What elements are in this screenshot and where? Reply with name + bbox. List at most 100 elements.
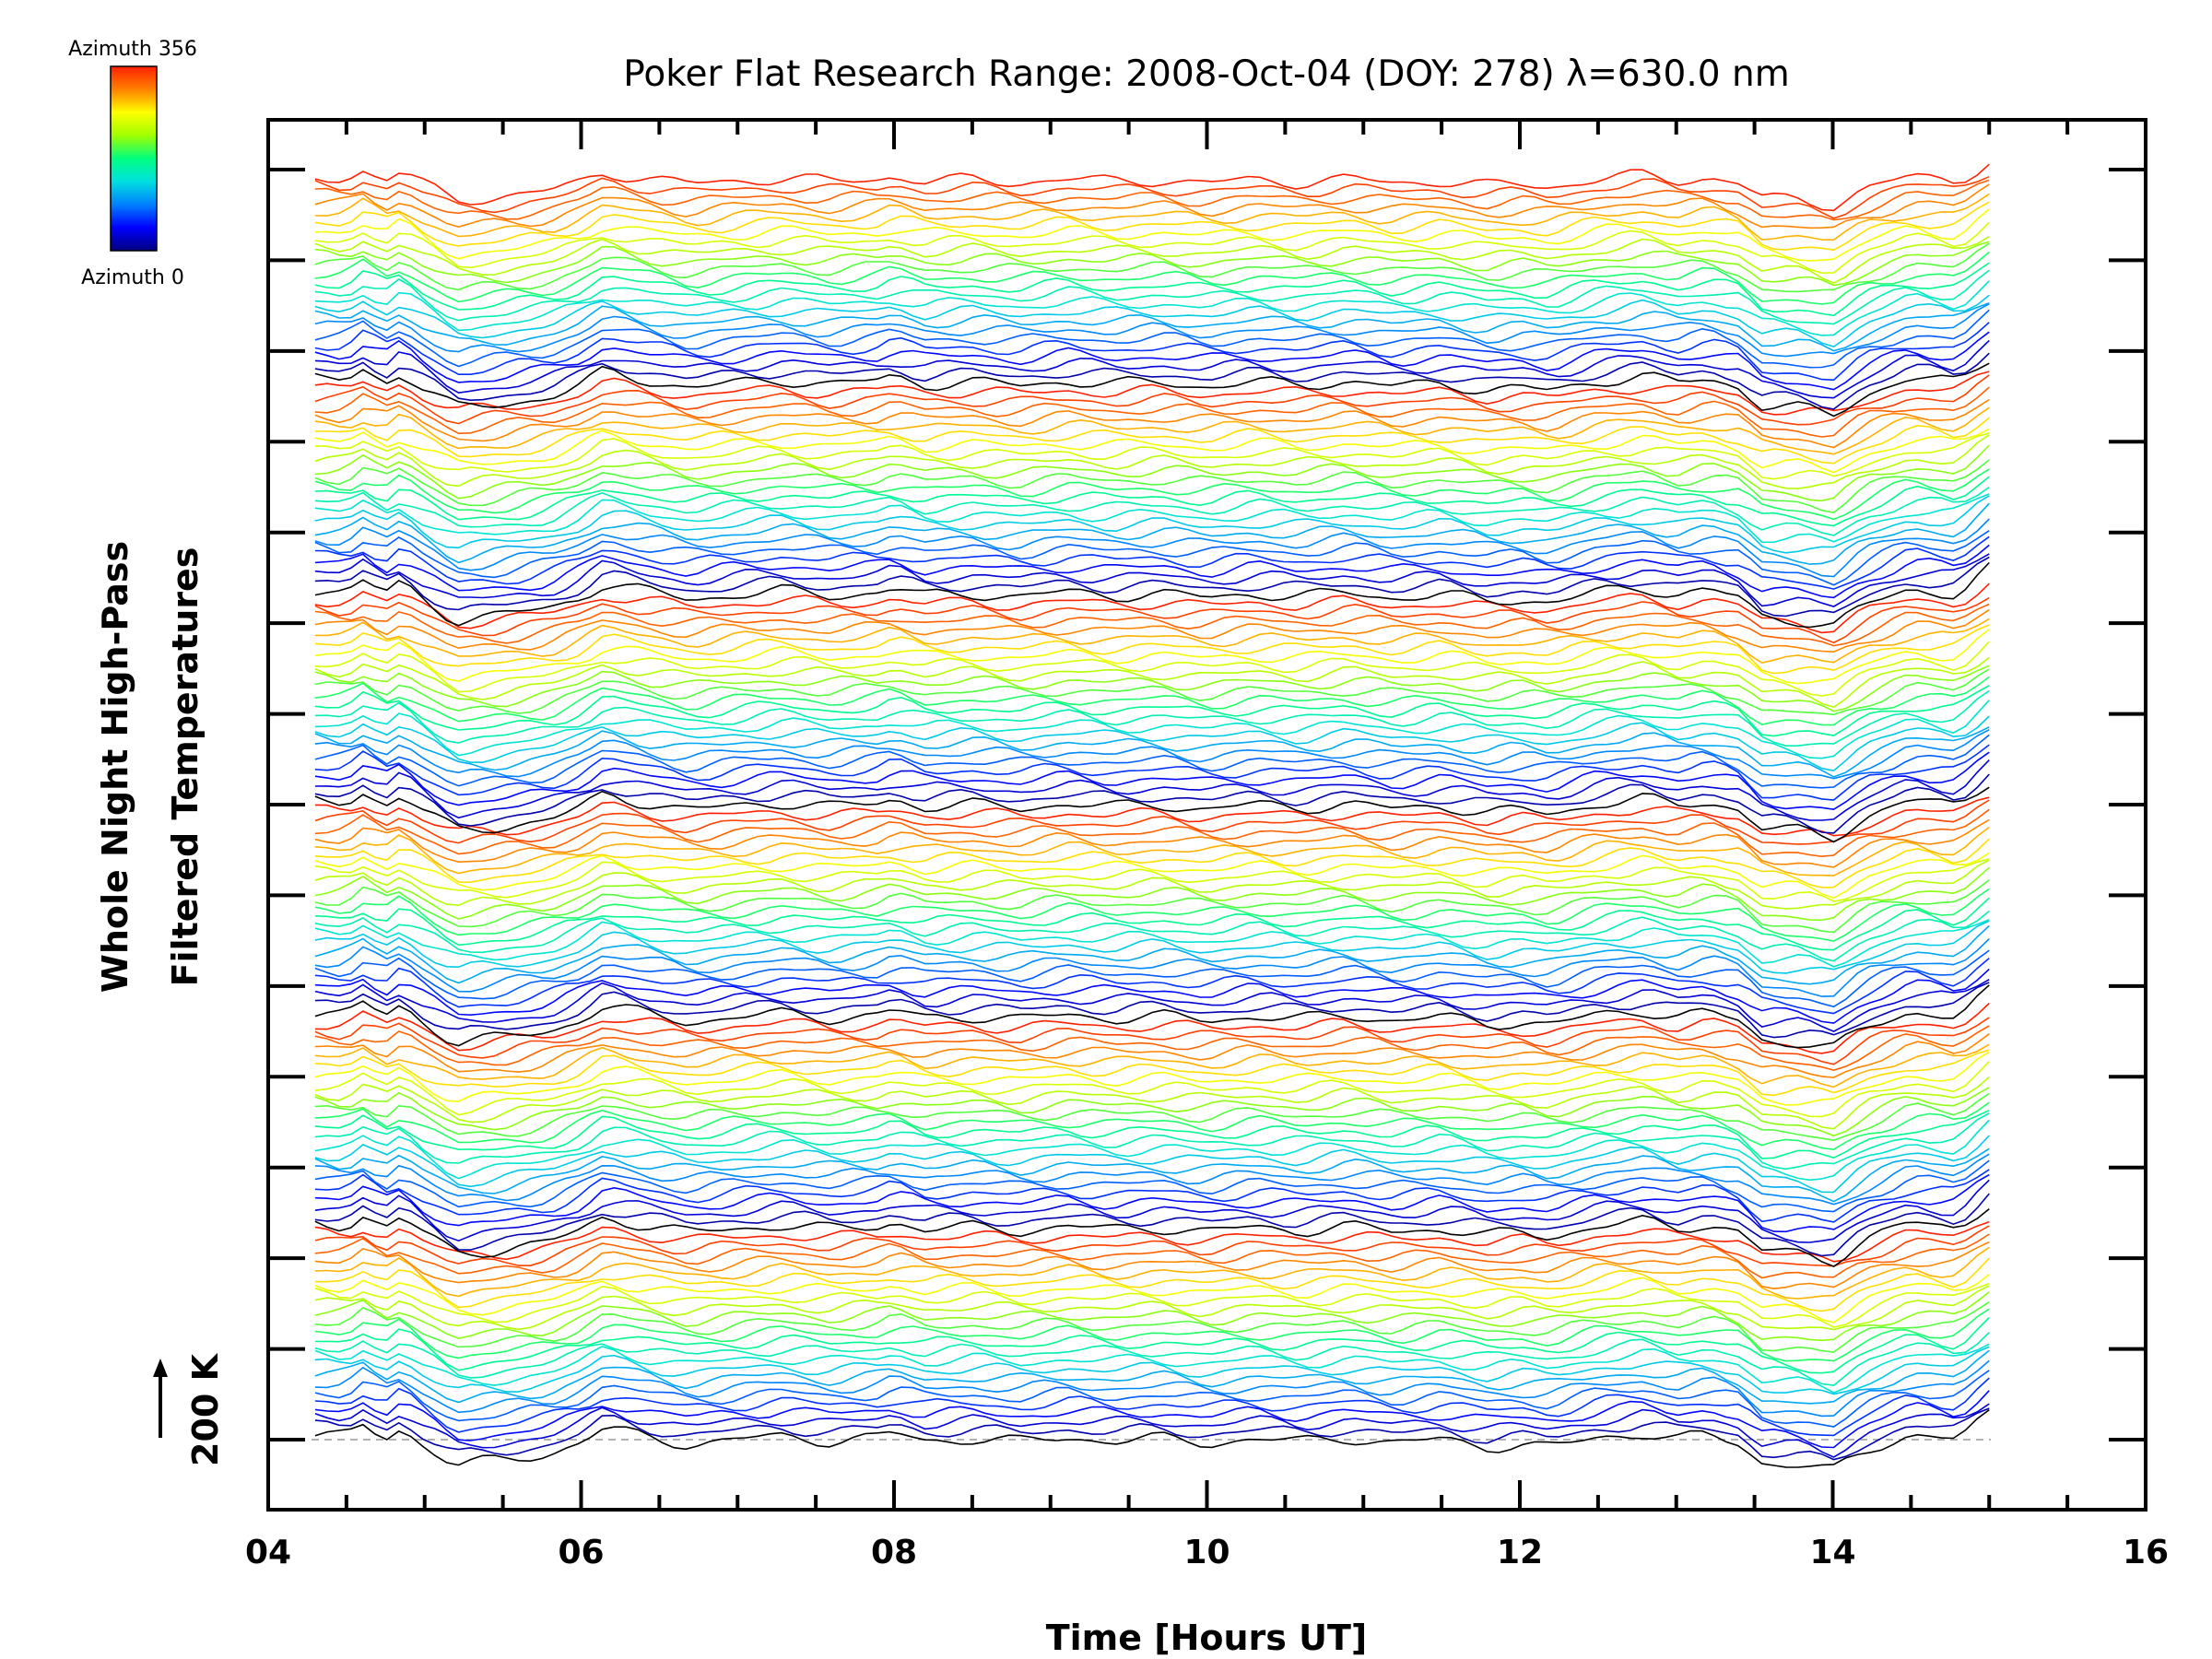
series-line [314,1308,1990,1362]
colorbar-top-label: Azimuth 356 [68,38,197,61]
series-line [314,1109,1990,1159]
series-line [314,656,1990,709]
scale-arrow-head [153,1359,168,1377]
series-line [314,495,1990,554]
series-line [314,374,1990,426]
series-line [314,596,1990,644]
series-line [314,208,1990,262]
series-line [314,294,1990,347]
series-line [314,1349,1990,1405]
x-tick-label: 14 [1809,1534,1855,1571]
y-axis-label-line2: Filtered Temperatures [165,547,206,987]
series-line [314,897,1990,951]
colorbar: Azimuth 356 Azimuth 0 [68,38,197,289]
series-line [314,1147,1990,1203]
series-line [314,582,1990,634]
series-line [314,251,1990,305]
series-line [314,734,1990,789]
series-line [314,888,1990,942]
series-line [314,641,1990,697]
series-line [314,269,1990,325]
series-line [314,728,1990,780]
series-line [314,1061,1990,1118]
series-line [314,428,1990,474]
series-line [314,1332,1990,1386]
series-line [314,618,1990,665]
x-tick-label: 10 [1183,1534,1230,1571]
series-line [314,262,1990,317]
series-line [314,502,1990,565]
series-line [314,744,1990,801]
series-line [314,665,1990,712]
series-line [314,406,1990,455]
series-line [314,339,1990,399]
series-line [314,518,1990,578]
series-line [314,1076,1990,1130]
series-line [314,715,1990,771]
series-line [314,878,1990,934]
series-line [314,1300,1990,1353]
series-line [314,859,1990,910]
series-line [314,241,1990,287]
series-line [314,919,1990,968]
series-line [314,852,1990,900]
colorbar-bottom-label: Azimuth 0 [81,266,184,289]
series-line [314,352,1990,410]
series-line [314,786,1990,843]
series-line [314,1273,1990,1324]
x-tick-labels: 04 06 08 10 12 14 16 [245,1534,2169,1571]
series-line [314,1002,1990,1054]
series-line [314,175,1990,219]
series-line [314,1179,1990,1243]
series-line [314,486,1990,536]
series-line [314,163,1990,212]
colorbar-gradient [110,65,158,252]
series-line [314,398,1990,449]
series-line [314,773,1990,834]
series-line [314,1221,1990,1263]
series-line [314,553,1990,607]
series-line [314,1316,1990,1374]
series-line [314,1233,1990,1279]
series-line [314,624,1990,675]
series-line [314,818,1990,868]
series-line [314,629,1990,685]
series-line [314,1033,1990,1078]
series-line [314,866,1990,922]
series-line [314,1291,1990,1342]
scale-indicator: 200 K [153,1352,226,1466]
series-line [314,1370,1990,1428]
series-line [314,476,1990,527]
series-line [314,1408,1990,1468]
series-line [314,1051,1990,1106]
series-line [314,1246,1990,1300]
series-line [314,322,1990,382]
series-line [314,1390,1990,1449]
series-line [314,1025,1990,1072]
series-line [314,1017,1990,1065]
series-line [314,685,1990,737]
series-line [314,530,1990,586]
series-line [314,1285,1990,1331]
series-line [314,1092,1990,1142]
series-line [314,235,1990,284]
series-line [314,1135,1990,1194]
series-line [314,957,1990,1015]
series-line [314,858,1990,902]
series-line [314,179,1990,221]
series-line [314,726,1990,778]
series-line [314,493,1990,544]
series-line [314,838,1990,888]
series-line [314,689,1990,747]
series-line [314,603,1990,647]
series-line [314,556,1990,618]
x-tick-label: 12 [1497,1534,1543,1571]
series-line [314,949,1990,1008]
series-line [314,301,1990,352]
series-line [314,386,1990,438]
series-line [314,700,1990,759]
series-line [314,362,1990,418]
series-line [314,759,1990,821]
series-line [314,982,1990,1039]
series-line [314,920,1990,974]
